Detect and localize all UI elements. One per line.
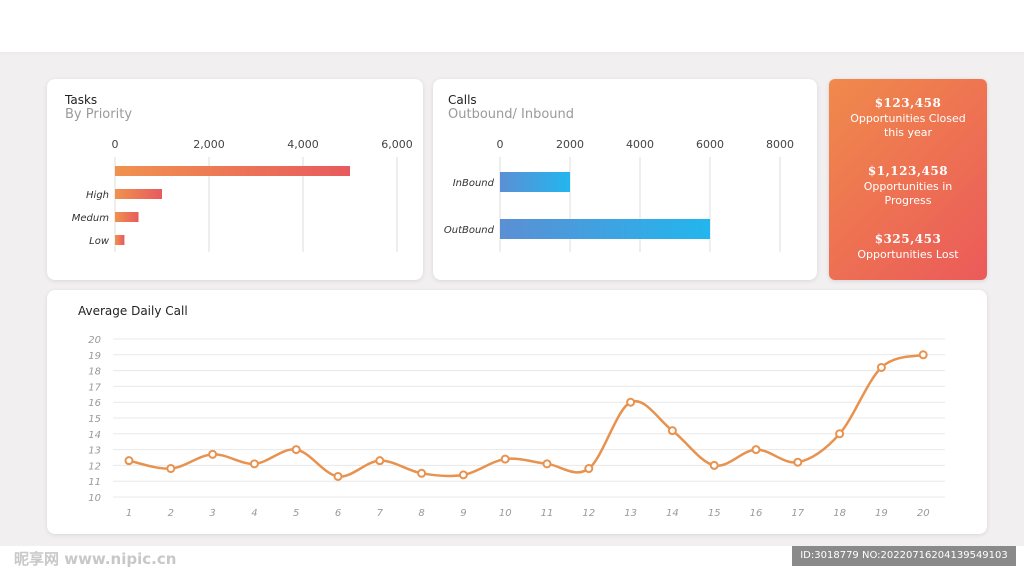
kpi-label-line: Opportunities in bbox=[863, 180, 953, 193]
calls-chart: 0 2000 4000 6000 8000 InBound OutBound bbox=[444, 138, 794, 252]
x-tick-label: 6000 bbox=[696, 138, 724, 151]
x-tick-label: 18 bbox=[833, 508, 846, 519]
x-tick-label: 2000 bbox=[556, 138, 584, 151]
tasks-card: Tasks By Priority 0 2,000 4,000 6,000 High Me… bbox=[47, 79, 423, 280]
x-tick-label: 5 bbox=[293, 508, 299, 519]
x-tick-label: 0 bbox=[497, 138, 504, 151]
data-point bbox=[208, 449, 218, 459]
bar bbox=[500, 172, 570, 192]
calls-title: Calls bbox=[448, 93, 477, 107]
y-tick-label: 11 bbox=[88, 477, 101, 488]
x-tick-label: 13 bbox=[624, 508, 637, 519]
x-tick-label: 0 bbox=[112, 138, 119, 151]
x-tick-label: 8000 bbox=[766, 138, 794, 151]
y-tick-label: 20 bbox=[88, 335, 101, 346]
y-tick-label: 19 bbox=[88, 351, 101, 362]
calls-subtitle: Outbound/ Inbound bbox=[448, 107, 575, 122]
kpi-opportunities-lost: $325,453 Opportunities Lost bbox=[829, 232, 987, 262]
x-tick-label: 9 bbox=[460, 508, 466, 519]
x-tick-label: 16 bbox=[750, 508, 763, 519]
y-tick-label: 10 bbox=[88, 493, 101, 504]
kpi-label-line: Opportunities Closed bbox=[850, 112, 966, 125]
data-point bbox=[333, 471, 343, 481]
x-tick-label: 8 bbox=[418, 508, 424, 519]
calls-card: Calls Outbound/ Inbound 0 2000 4000 6000 800… bbox=[433, 79, 817, 280]
kpi-value: $123,458 bbox=[874, 96, 942, 110]
kpi-card: $123,458 Opportunities Closed this year … bbox=[829, 79, 987, 280]
data-point bbox=[626, 397, 636, 407]
category-label: High bbox=[86, 190, 109, 201]
kpi-label-line: Progress bbox=[884, 194, 932, 207]
daily-call-title: Average Daily Call bbox=[78, 304, 188, 318]
category-label: InBound bbox=[453, 178, 495, 189]
y-tick-label: 15 bbox=[88, 414, 101, 425]
kpi-label-line: this year bbox=[883, 126, 933, 139]
daily-call-card: Average Daily Call 10 11 12 13 14 15 16 17 18 19 2… bbox=[47, 290, 987, 534]
data-point bbox=[918, 350, 928, 360]
y-tick-label: 17 bbox=[88, 382, 101, 393]
y-tick-label: 12 bbox=[88, 461, 101, 472]
category-label: Medum bbox=[72, 213, 109, 224]
watermark-id: ID:3018779 NO:20220716204139549103 bbox=[792, 546, 1016, 566]
data-point bbox=[667, 426, 677, 436]
x-tick-label: 7 bbox=[377, 508, 384, 519]
x-tick-label: 4 bbox=[251, 508, 257, 519]
data-point bbox=[249, 459, 259, 469]
x-tick-label: 6 bbox=[335, 508, 341, 519]
x-tick-label: 3 bbox=[209, 508, 215, 519]
kpi-opportunities-in-progress: $1,123,458 Opportunities in Progress bbox=[829, 164, 987, 208]
x-tick-label: 2 bbox=[168, 508, 174, 519]
data-point bbox=[375, 456, 385, 466]
data-point bbox=[751, 445, 761, 455]
data-point bbox=[835, 429, 845, 439]
bar bbox=[115, 212, 139, 222]
bar bbox=[115, 235, 125, 245]
bar bbox=[115, 189, 162, 199]
y-tick-label: 13 bbox=[88, 446, 101, 457]
data-point bbox=[124, 456, 134, 466]
tasks-subtitle: By Priority bbox=[65, 107, 133, 122]
data-point bbox=[542, 459, 552, 469]
data-point bbox=[458, 470, 468, 480]
data-point bbox=[500, 454, 510, 464]
x-tick-label: 4,000 bbox=[287, 138, 319, 151]
bar bbox=[500, 219, 710, 239]
x-tick-label: 19 bbox=[875, 508, 888, 519]
data-point bbox=[709, 460, 719, 470]
x-tick-label: 2,000 bbox=[193, 138, 225, 151]
data-point bbox=[417, 468, 427, 478]
data-point bbox=[166, 464, 176, 474]
category-label: Low bbox=[89, 236, 110, 247]
y-tick-label: 14 bbox=[88, 430, 101, 441]
x-tick-label: 6,000 bbox=[381, 138, 413, 151]
x-tick-label: 20 bbox=[917, 508, 930, 519]
y-tick-label: 18 bbox=[88, 367, 101, 378]
data-point bbox=[291, 445, 301, 455]
kpi-label-line: Opportunities Lost bbox=[857, 248, 959, 261]
x-tick-label: 11 bbox=[541, 508, 554, 519]
x-tick-label: 4000 bbox=[626, 138, 654, 151]
x-tick-label: 15 bbox=[708, 508, 721, 519]
top-bar bbox=[0, 0, 1024, 52]
series-line bbox=[128, 353, 924, 478]
x-tick-label: 12 bbox=[582, 508, 595, 519]
data-point bbox=[876, 362, 886, 372]
x-tick-label: 14 bbox=[666, 508, 679, 519]
kpi-value: $325,453 bbox=[874, 232, 942, 246]
x-tick-label: 1 bbox=[126, 508, 132, 519]
kpi-value: $1,123,458 bbox=[867, 164, 949, 178]
y-tick-label: 16 bbox=[88, 398, 101, 409]
x-tick-label: 10 bbox=[499, 508, 512, 519]
tasks-chart: 0 2,000 4,000 6,000 High Medum Low bbox=[72, 138, 413, 252]
kpi-opportunities-closed: $123,458 Opportunities Closed this year bbox=[829, 96, 987, 140]
watermark-logo: 昵享网 www.nipic.cn bbox=[14, 550, 177, 568]
bar bbox=[115, 166, 350, 176]
data-point bbox=[793, 457, 803, 467]
data-point bbox=[584, 464, 594, 474]
x-tick-label: 17 bbox=[791, 508, 804, 519]
category-label: OutBound bbox=[444, 225, 495, 236]
tasks-title: Tasks bbox=[65, 93, 98, 107]
